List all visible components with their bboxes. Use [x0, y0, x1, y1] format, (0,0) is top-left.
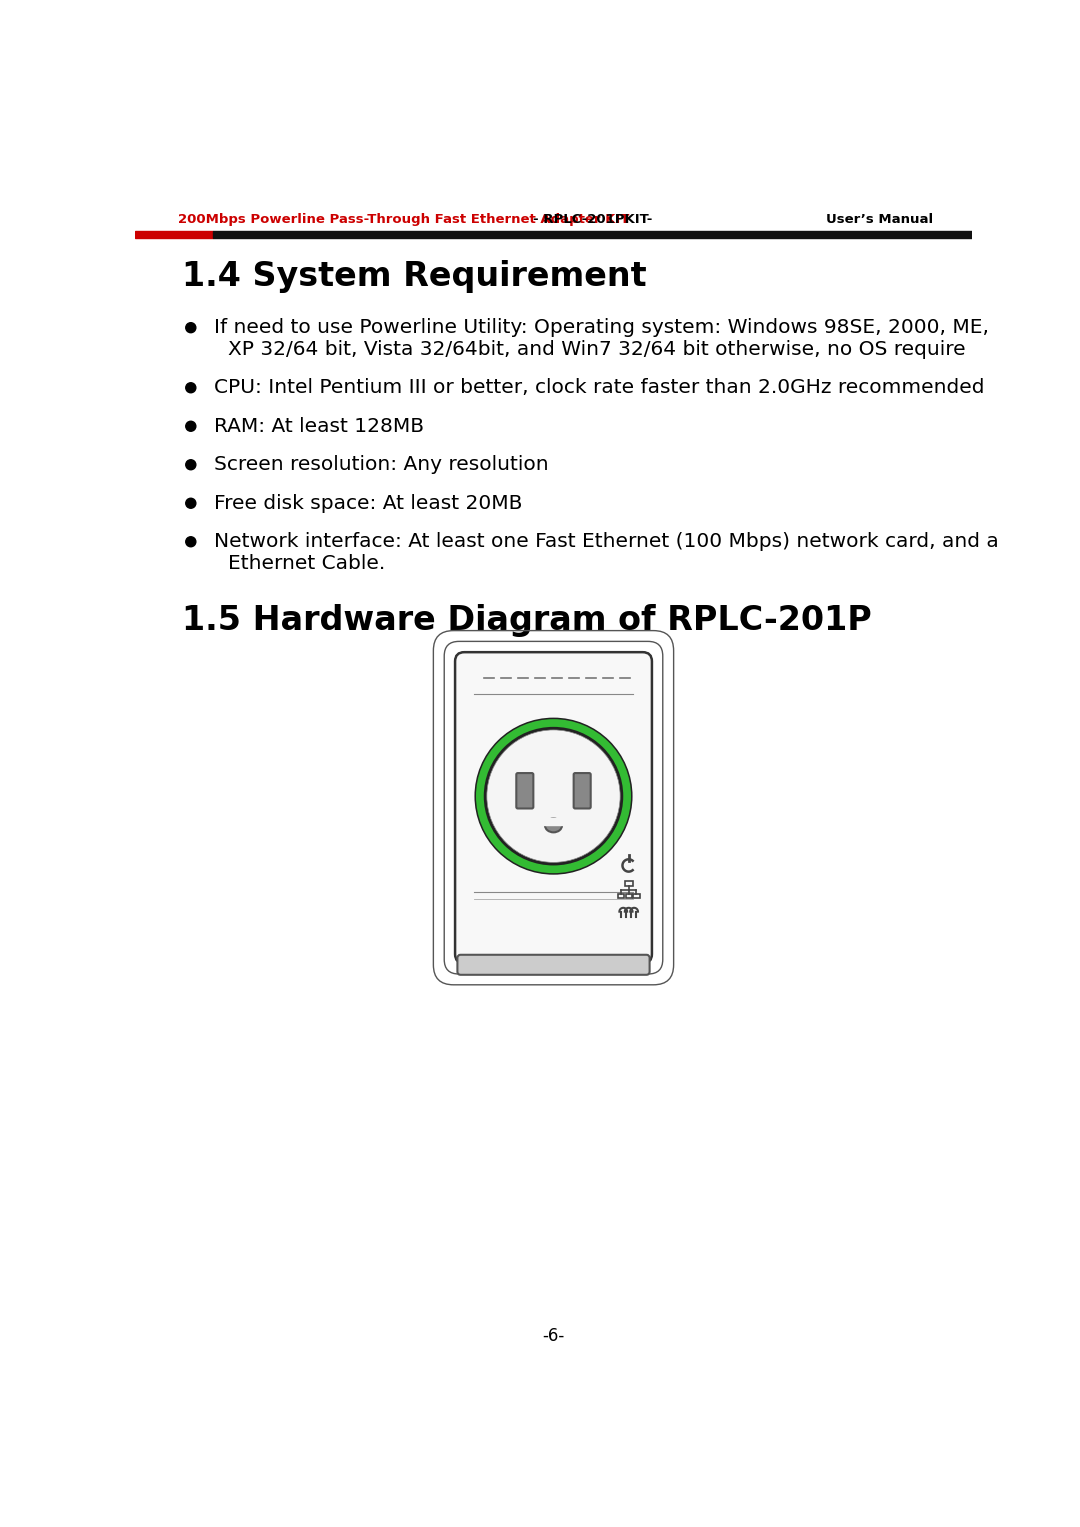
Text: 1.4 System Requirement: 1.4 System Requirement — [181, 260, 646, 293]
Circle shape — [186, 538, 195, 547]
FancyBboxPatch shape — [458, 954, 649, 974]
FancyBboxPatch shape — [516, 773, 534, 808]
FancyBboxPatch shape — [455, 652, 652, 964]
Bar — [633, 893, 639, 898]
Bar — [625, 881, 633, 886]
Text: CPU: Intel Pentium III or better, clock rate faster than 2.0GHz recommended: CPU: Intel Pentium III or better, clock … — [214, 379, 985, 397]
Circle shape — [474, 718, 633, 875]
Text: - RPLC-201PKIT-: - RPLC-201PKIT- — [532, 214, 652, 226]
Bar — [625, 893, 632, 898]
Text: Screen resolution: Any resolution: Screen resolution: Any resolution — [214, 455, 549, 473]
Text: Ethernet: Ethernet — [553, 884, 597, 893]
Text: 1.5 Hardware Diagram of RPLC-201P: 1.5 Hardware Diagram of RPLC-201P — [181, 603, 872, 637]
FancyBboxPatch shape — [573, 773, 591, 808]
Circle shape — [476, 719, 631, 873]
Bar — [543, 818, 564, 825]
Circle shape — [186, 460, 195, 470]
Text: Ethernet Cable.: Ethernet Cable. — [228, 554, 386, 573]
Text: -6-: -6- — [542, 1327, 565, 1345]
Text: User’s Manual: User’s Manual — [826, 214, 933, 226]
Text: RAM: At least 128MB: RAM: At least 128MB — [214, 417, 424, 435]
Text: Network interface: At least one Fast Ethernet (100 Mbps) network card, and a: Network interface: At least one Fast Eth… — [214, 531, 999, 551]
Ellipse shape — [545, 818, 562, 832]
Circle shape — [484, 727, 623, 866]
Text: 200Mbps Powerline Pass-Through Fast Ethernet Adapter KIT: 200Mbps Powerline Pass-Through Fast Ethe… — [177, 214, 629, 226]
Circle shape — [186, 322, 195, 333]
Text: Power: Power — [566, 860, 597, 870]
Circle shape — [186, 383, 195, 392]
Circle shape — [186, 498, 195, 508]
Text: Free disk space: At least 20MB: Free disk space: At least 20MB — [214, 493, 523, 513]
Bar — [618, 893, 624, 898]
Text: If need to use Powerline Utility: Operating system: Windows 98SE, 2000, ME,: If need to use Powerline Utility: Operat… — [214, 318, 989, 337]
Bar — [213, 231, 972, 238]
Text: Data: Data — [572, 907, 597, 916]
Bar — [135, 231, 213, 238]
Text: XP 32/64 bit, Vista 32/64bit, and Win7 32/64 bit otherwise, no OS require: XP 32/64 bit, Vista 32/64bit, and Win7 3… — [228, 339, 966, 359]
Circle shape — [186, 421, 195, 431]
Circle shape — [487, 730, 620, 863]
